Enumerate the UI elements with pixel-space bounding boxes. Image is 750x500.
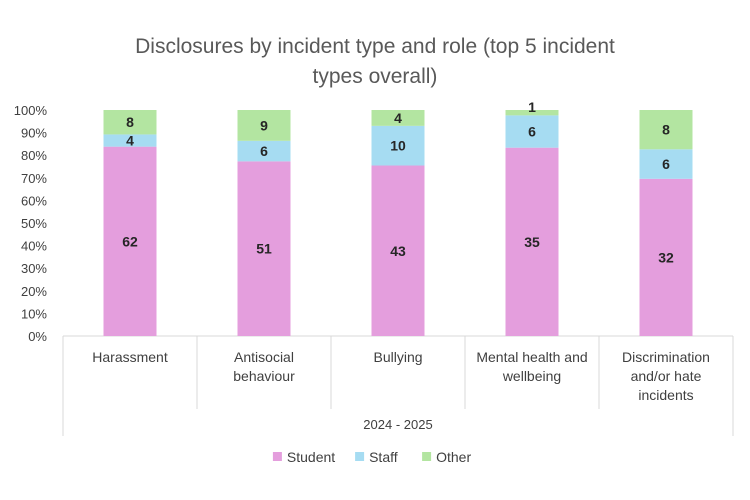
chart-title-line: types overall) <box>313 65 438 88</box>
data-label-student: 51 <box>256 241 272 257</box>
data-label-other: 1 <box>528 99 536 115</box>
bar-segment-other <box>237 110 291 141</box>
y-tick-label: 10% <box>21 306 47 321</box>
legend-swatch-staff <box>355 452 365 461</box>
axes: 0% 10% 20% 30% 40% 50% 60% 70% 80% 90% 100% <box>14 103 734 436</box>
category-label: incidents <box>638 387 693 403</box>
bar-segment-student <box>371 165 425 336</box>
data-label-student: 43 <box>390 243 406 259</box>
category-label: Bullying <box>373 349 422 365</box>
bar-segment-student <box>639 178 693 336</box>
legend: Student Staff Other <box>272 449 471 465</box>
y-tick-label: 90% <box>21 126 47 141</box>
y-tick-label: 80% <box>21 148 47 163</box>
y-tick-label: 60% <box>21 193 47 208</box>
bar-segment-student <box>505 147 559 336</box>
data-label-other: 9 <box>260 117 268 133</box>
data-label-staff: 6 <box>528 124 536 140</box>
legend-label-student: Student <box>287 449 335 465</box>
category-label: behaviour <box>233 368 295 384</box>
data-label-staff: 6 <box>260 143 268 159</box>
y-tick-label: 40% <box>21 239 47 254</box>
bar-segment-staff <box>371 125 425 166</box>
bar-segment-staff <box>639 149 693 179</box>
category-label: Antisocial <box>234 349 294 365</box>
bar-segment-other <box>505 110 559 116</box>
legend-swatch-student <box>272 452 282 461</box>
data-label-student: 32 <box>658 249 674 265</box>
bar-segment-other <box>103 110 157 135</box>
data-label-student: 62 <box>122 233 138 249</box>
legend-swatch-other <box>422 452 432 461</box>
y-tick-label: 30% <box>21 261 47 276</box>
bar-segment-other <box>639 110 693 150</box>
y-tick-label: 70% <box>21 171 47 186</box>
bar-segment-other <box>371 110 425 126</box>
data-label-staff: 4 <box>126 133 134 149</box>
chart-title: Disclosures by incident type and role (t… <box>135 35 615 88</box>
category-label: and/or hate <box>631 368 702 384</box>
data-labels: 62 4 8 51 6 9 43 10 4 35 6 1 32 6 8 <box>122 99 674 265</box>
data-label-staff: 6 <box>662 156 670 172</box>
bars <box>103 110 693 336</box>
category-label: wellbeing <box>502 368 561 384</box>
data-label-staff: 10 <box>390 138 406 154</box>
bar-segment-staff <box>237 140 291 162</box>
category-labels: Harassment Antisocial behaviour Bullying Men… <box>92 349 710 432</box>
bar-segment-student <box>237 161 291 336</box>
category-group-label: 2024 - 2025 <box>363 417 432 432</box>
chart-title-line: Disclosures by incident type and role (t… <box>135 35 615 58</box>
category-label: Discrimination <box>622 349 710 365</box>
y-tick-label: 100% <box>14 103 48 118</box>
y-tick-label: 0% <box>28 329 47 344</box>
data-label-other: 8 <box>662 122 670 138</box>
y-tick-label: 20% <box>21 284 47 299</box>
bar-segment-student <box>103 146 157 336</box>
y-tick-label: 50% <box>21 216 47 231</box>
legend-label-staff: Staff <box>369 449 398 465</box>
legend-label-other: Other <box>436 449 471 465</box>
data-label-student: 35 <box>524 234 540 250</box>
bar-segment-staff <box>103 134 157 147</box>
category-label: Mental health and <box>476 349 587 365</box>
data-label-other: 8 <box>126 114 134 130</box>
bar-segment-staff <box>505 115 559 148</box>
category-label: Harassment <box>92 349 168 365</box>
data-label-other: 4 <box>394 110 402 126</box>
